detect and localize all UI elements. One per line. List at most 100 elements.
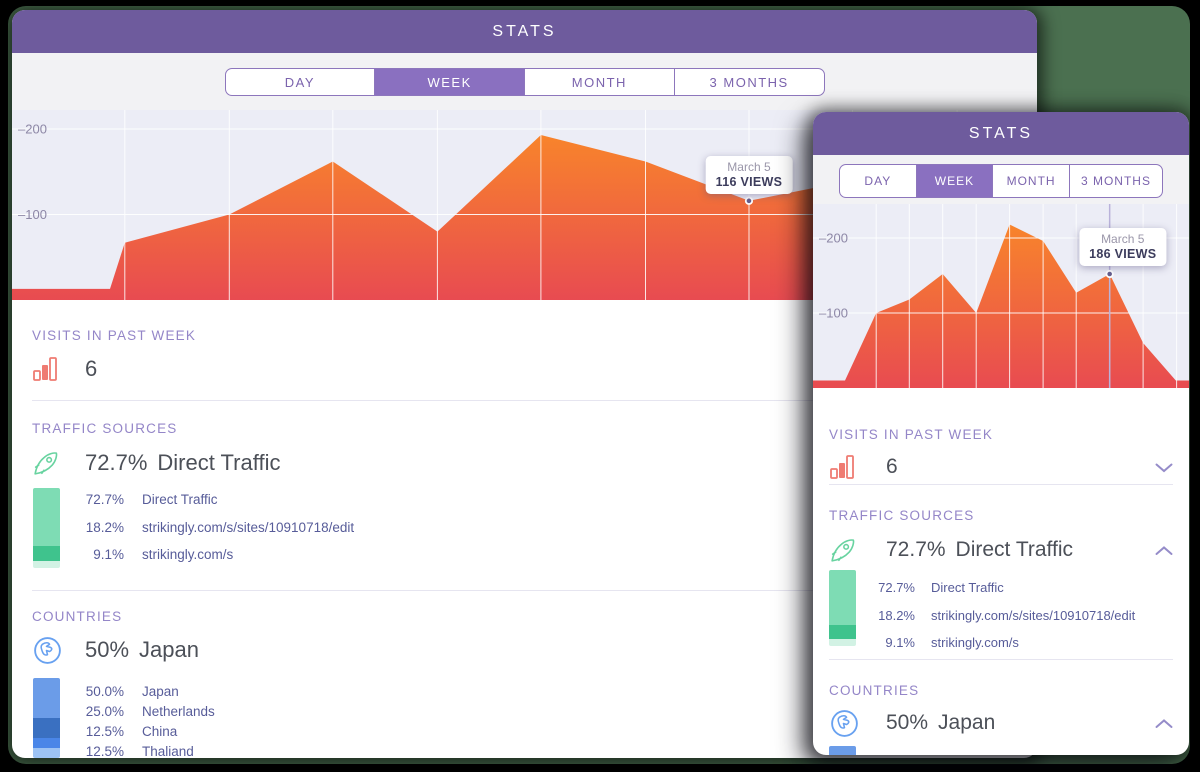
countries-top-label: Japan: [139, 637, 199, 662]
chevron-up-icon[interactable]: [1155, 716, 1173, 734]
country-row-label: Thaliand: [142, 743, 194, 759]
traffic-row: 72.7% Direct Traffic: [32, 486, 354, 514]
tooltip-date: March 5: [1101, 232, 1145, 246]
divider: [32, 590, 1017, 591]
countries-stacked-bar: [33, 678, 60, 758]
traffic-row: 9.1% strikingly.com/s: [32, 541, 354, 569]
traffic-row-label: strikingly.com/s/sites/10910718/edit: [931, 607, 1136, 623]
traffic-row-pct: 18.2%: [878, 607, 915, 623]
traffic-row: 18.2% strikingly.com/s/sites/10910718/ed…: [32, 514, 354, 542]
visits-count: 6: [886, 455, 898, 478]
svg-text:–200: –200: [819, 231, 848, 246]
visits-summary-row[interactable]: 6: [829, 450, 898, 484]
country-row: 12.5% China: [32, 721, 215, 741]
tooltip-views: 116 VIEWS: [715, 175, 783, 189]
visits-summary-row[interactable]: 6: [32, 352, 97, 386]
traffic-top-label: Direct Traffic: [955, 538, 1074, 561]
bar-chart-icon: [32, 356, 85, 382]
tab-week[interactable]: WEEK: [374, 69, 524, 95]
tab-day[interactable]: DAY: [284, 74, 315, 90]
country-row-label: China: [142, 723, 178, 739]
tooltip-date: March 5: [727, 160, 771, 174]
time-range-tabs: DAY WEEK MONTH 3 MONTHS: [224, 68, 825, 96]
countries-heading: COUNTRIES: [829, 683, 920, 698]
tab-month[interactable]: MONTH: [992, 165, 1069, 197]
tab-week[interactable]: WEEK: [915, 165, 993, 197]
traffic-source-list: 72.7% Direct Traffic 18.2% strikingly.co…: [32, 486, 354, 569]
traffic-row: 18.2% strikingly.com/s/sites/10910718/ed…: [827, 602, 1135, 630]
traffic-row-pct: 9.1%: [885, 635, 915, 651]
bar-chart-icon: [829, 454, 886, 480]
chevron-up-icon[interactable]: [1155, 543, 1173, 561]
traffic-row: 72.7% Direct Traffic: [827, 574, 1135, 602]
countries-top-label: Japan: [938, 711, 996, 734]
traffic-row-pct: 72.7%: [85, 492, 124, 508]
visits-count: 6: [85, 356, 98, 381]
svg-text:–100: –100: [819, 306, 848, 321]
tab-strip: DAY WEEK MONTH 3 MONTHS: [813, 155, 1189, 204]
traffic-source-list: 72.7% Direct Traffic 18.2% strikingly.co…: [827, 574, 1135, 657]
countries-summary-row[interactable]: 50% Japan: [32, 633, 199, 667]
tab-strip: DAY WEEK MONTH 3 MONTHS: [12, 53, 1037, 110]
country-row-pct: 12.5%: [85, 723, 124, 739]
country-row: 50.0% Japan: [827, 750, 966, 756]
svg-text:–100: –100: [18, 207, 47, 222]
country-row: 12.5% Thaliand: [32, 741, 215, 759]
divider: [829, 659, 1173, 660]
traffic-row-label: strikingly.com/s: [931, 635, 1019, 651]
chart-tooltip: March 5 116 VIEWS: [705, 156, 793, 194]
stats-panel-mobile: STATS DAY WEEK MONTH 3 MONTHS –200 –100 M…: [813, 112, 1189, 755]
visits-area-chart[interactable]: –200 –100 March 5 186 VIEWS: [813, 204, 1189, 388]
country-row: 25.0% Netherlands: [32, 701, 215, 721]
traffic-summary-row[interactable]: 72.7% Direct Traffic: [829, 533, 1073, 567]
svg-text:–200: –200: [18, 122, 47, 137]
traffic-heading: TRAFFIC SOURCES: [32, 421, 178, 436]
time-range-tabs: DAY WEEK MONTH 3 MONTHS: [839, 164, 1163, 198]
traffic-top-pct: 72.7%: [85, 450, 148, 475]
countries-top-pct: 50%: [85, 637, 130, 662]
country-row-label: Japan: [931, 753, 966, 756]
divider: [32, 400, 1017, 401]
country-row-label: Japan: [142, 683, 179, 699]
countries-list: 50.0% Japan: [827, 750, 966, 756]
page-title: STATS: [813, 112, 1189, 155]
chevron-down-icon[interactable]: [1155, 460, 1173, 478]
divider: [829, 484, 1173, 485]
traffic-row-label: Direct Traffic: [931, 580, 1004, 596]
tab-3-months[interactable]: 3 MONTHS: [1068, 165, 1162, 197]
traffic-summary-row[interactable]: 72.7% Direct Traffic: [32, 446, 280, 480]
countries-top-pct: 50%: [886, 711, 929, 734]
tab-day[interactable]: DAY: [864, 174, 892, 188]
countries-list: 50.0% Japan 25.0% Netherlands 12.5% Chin…: [32, 681, 215, 759]
country-row-pct: 25.0%: [85, 703, 124, 719]
traffic-row-label: strikingly.com/s/sites/10910718/edit: [142, 519, 355, 535]
visits-heading: VISITS IN PAST WEEK: [32, 328, 197, 343]
globe-icon: [32, 635, 85, 666]
traffic-stacked-bar: [829, 570, 856, 646]
traffic-top-pct: 72.7%: [886, 538, 946, 561]
traffic-row-pct: 72.7%: [878, 580, 915, 596]
country-row-label: Netherlands: [142, 703, 215, 719]
rocket-icon: [32, 450, 85, 477]
countries-stacked-bar: [829, 746, 856, 755]
country-row: 50.0% Japan: [32, 681, 215, 701]
visits-heading: VISITS IN PAST WEEK: [829, 427, 994, 442]
traffic-row-label: Direct Traffic: [142, 492, 218, 508]
tab-month[interactable]: MONTH: [524, 69, 674, 95]
countries-heading: COUNTRIES: [32, 609, 123, 624]
country-row-pct: 12.5%: [85, 743, 124, 759]
traffic-row: 9.1% strikingly.com/s: [827, 629, 1135, 657]
country-row-pct: 50.0%: [85, 683, 124, 699]
traffic-heading: TRAFFIC SOURCES: [829, 508, 975, 523]
rocket-icon: [829, 537, 886, 564]
traffic-row-pct: 9.1%: [93, 547, 124, 563]
country-row-pct: 50.0%: [827, 753, 915, 756]
tab-3-months[interactable]: 3 MONTHS: [673, 69, 824, 95]
traffic-row-pct: 18.2%: [85, 519, 124, 535]
traffic-top-label: Direct Traffic: [157, 450, 281, 475]
page-title: STATS: [12, 10, 1037, 53]
traffic-row-label: strikingly.com/s: [142, 547, 234, 563]
tooltip-views: 186 VIEWS: [1089, 247, 1157, 261]
countries-summary-row[interactable]: 50% Japan: [829, 706, 995, 740]
